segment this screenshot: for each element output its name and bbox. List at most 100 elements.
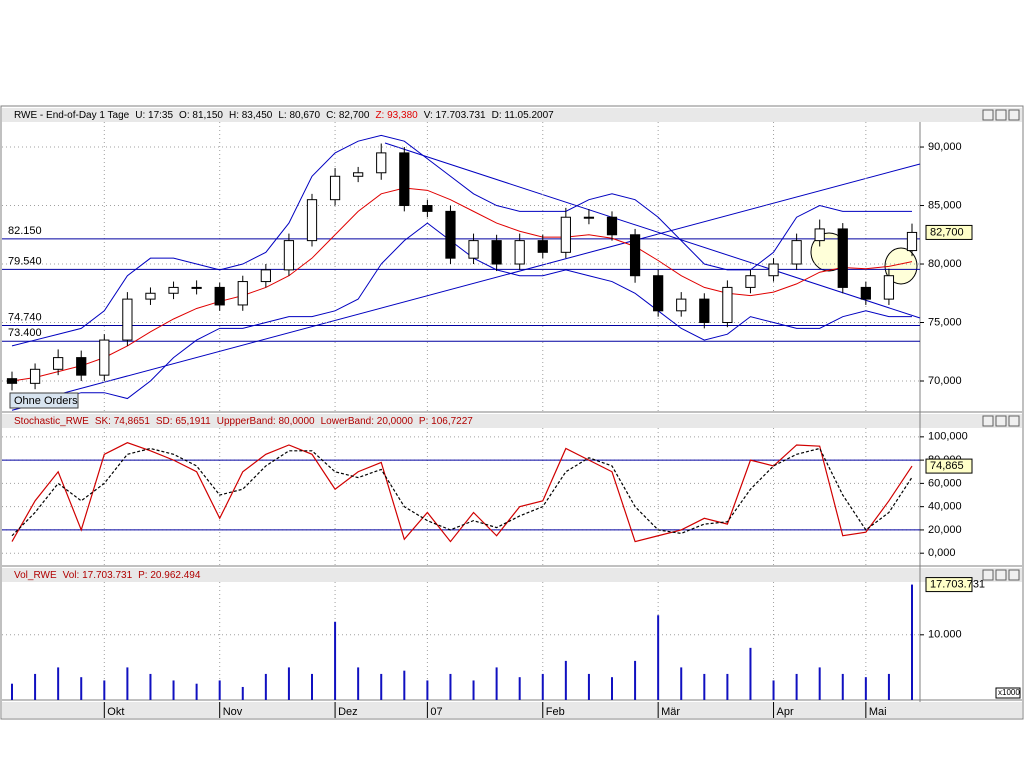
volume-bar [518, 677, 521, 700]
candle-body [514, 240, 525, 265]
month-label: Mai [869, 706, 887, 718]
panel-stat: Vol: 17.703.731 [63, 570, 133, 581]
value-callout-box [925, 577, 973, 593]
maximize-button[interactable] [995, 569, 1007, 581]
volume-bar [380, 673, 383, 700]
panel-header: Stochastic_RWE SK: 74,8651 SD: 65,1911 Uppp… [14, 416, 473, 427]
volume-bar [864, 677, 867, 700]
candle-body [860, 286, 871, 300]
indicator-line [11, 134, 912, 347]
candle-body [745, 275, 756, 288]
close-button[interactable] [1008, 415, 1020, 427]
maximize-button[interactable] [995, 415, 1007, 427]
panel-stat: SD: 65,1911 [156, 416, 211, 427]
chart-content: RWE - End-of-Day 1 Tage U: 17:35 O: 81,150… [2, 110, 1021, 718]
header-strip [2, 568, 1022, 582]
value-callout-box [925, 224, 973, 240]
volume-bar [80, 677, 83, 700]
candle-body [676, 298, 687, 312]
y-tick-label: 80,000 [928, 258, 962, 270]
candle-body [6, 378, 18, 384]
month-label: Dez [338, 706, 358, 718]
candle-body [445, 210, 456, 259]
orders-button[interactable] [9, 392, 79, 409]
volume-bar [541, 673, 544, 700]
y-tick-label: 90,000 [928, 141, 962, 153]
candle-body [768, 263, 779, 277]
window-buttons [982, 109, 1020, 581]
volume-bar [726, 673, 729, 700]
candle-body [468, 240, 479, 259]
volume-bar [57, 667, 60, 700]
candle-body [191, 286, 202, 289]
candle-body [791, 240, 802, 265]
month-label: Nov [223, 706, 243, 718]
panel-header-text: Vol_RWE Vol: 17.703.731 P: 20.962.494 [14, 570, 201, 581]
price-level-label: 74.740 [8, 311, 42, 323]
header-strip [2, 108, 1022, 122]
minimize-button[interactable] [982, 109, 994, 121]
header-strip [2, 414, 1022, 428]
y-tick-label: 70,000 [928, 375, 962, 387]
close-button[interactable] [1008, 109, 1020, 121]
candle-body [629, 234, 641, 277]
panel-header: RWE - End-of-Day 1 Tage U: 17:35 O: 81,150… [14, 110, 554, 121]
candle-body [283, 240, 295, 271]
indicator-line [11, 187, 913, 382]
price-level-label: 79.540 [8, 255, 42, 267]
candle-body [214, 286, 225, 306]
close-button[interactable] [1008, 569, 1020, 581]
volume-bar [218, 680, 221, 700]
month-label: Mär [661, 706, 680, 718]
volume-bar [680, 667, 683, 700]
y-tick-label: 0,000 [928, 547, 956, 559]
y-tick-label: 85,000 [928, 199, 962, 211]
y-tick-label: 100,000 [928, 431, 968, 443]
panel-title: Stochastic_RWE [14, 416, 89, 427]
minimize-button[interactable] [982, 415, 994, 427]
y-tick-label: 20,000 [928, 524, 962, 536]
volume-bar [357, 667, 360, 700]
value-callout: 74,865 [930, 460, 964, 472]
panel-header-text: RWE - End-of-Day 1 Tage U: 17:35 O: 81,150… [14, 110, 554, 121]
candle-body [353, 172, 364, 177]
volume-bar [172, 680, 175, 700]
volume-bar [103, 680, 106, 700]
volume-bar [772, 680, 775, 700]
maximize-button[interactable] [995, 109, 1007, 121]
candle-body [376, 152, 387, 174]
panel-stat: P: 106,7227 [419, 416, 473, 427]
panel-stat: O: 81,150 [179, 110, 223, 121]
price-level-label: 73.400 [8, 327, 42, 339]
volume-bar [887, 673, 890, 700]
trend-line [384, 142, 921, 319]
volume-bar [11, 683, 13, 700]
panel-stat: D: 11.05.2007 [492, 110, 555, 121]
volume-bar [749, 647, 752, 700]
volume-bar [264, 673, 267, 700]
candle-body [422, 205, 433, 212]
candle-body [237, 281, 248, 306]
candle-body [306, 199, 318, 242]
month-label: Okt [107, 706, 124, 718]
volume-bar [611, 677, 613, 700]
volume-bar [426, 680, 429, 700]
panel-stat: P: 20.962.494 [138, 570, 201, 581]
value-callout-box [925, 458, 973, 474]
candle-body [699, 298, 710, 324]
candle-body [99, 339, 110, 376]
volume-bar [311, 673, 313, 700]
candle-body [653, 275, 664, 312]
minimize-button[interactable] [982, 569, 994, 581]
volume-bar [149, 673, 152, 700]
volume-bar [703, 673, 706, 700]
panel-stat: V: 17.703.731 [424, 110, 486, 121]
candle-body [53, 357, 64, 370]
orders-button-label[interactable]: Ohne Orders [14, 395, 78, 407]
candle-body [583, 216, 595, 219]
volume-bar [241, 686, 244, 700]
volume-bar [334, 621, 337, 700]
candle-body [491, 240, 502, 265]
volume-bar [195, 683, 198, 700]
